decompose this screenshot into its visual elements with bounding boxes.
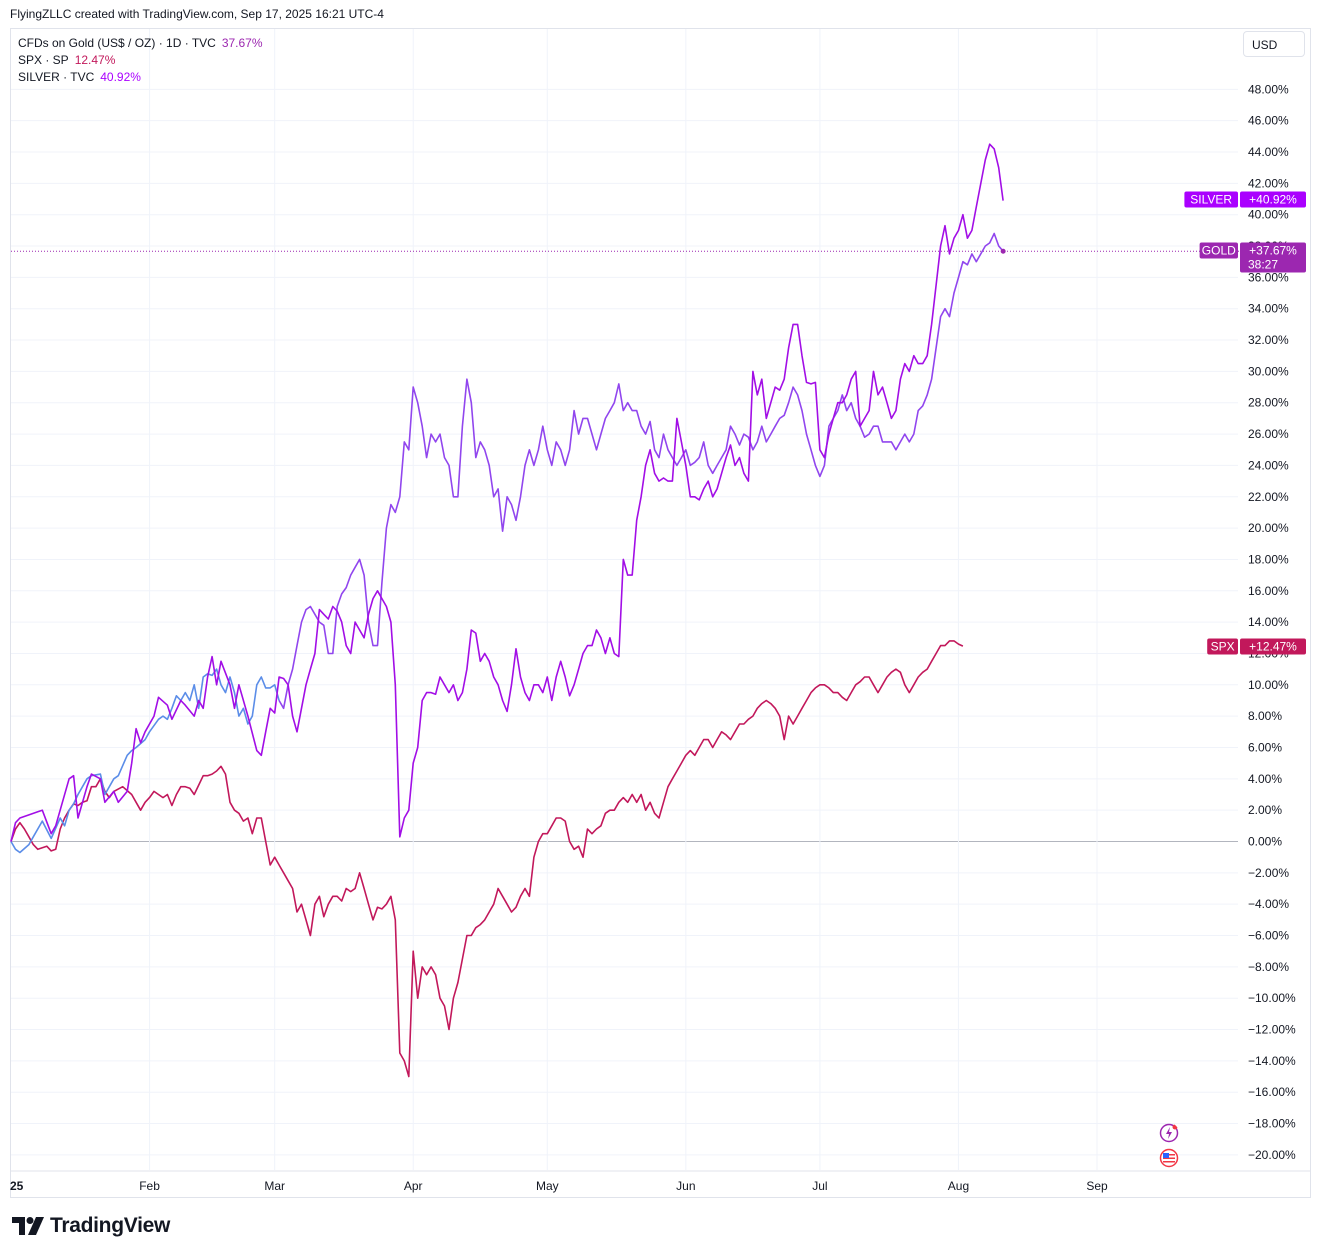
y-tick-label: 32.00% [1248,333,1289,347]
silver-price-tag[interactable]: SILVER +40.92% [1184,191,1306,208]
legend-silver[interactable]: SILVER · TVC 40.92% [18,69,263,86]
y-tick-label: 48.00% [1248,82,1289,96]
legend-spx[interactable]: SPX · SP 12.47% [18,52,263,69]
y-tick-label: 22.00% [1248,490,1289,504]
series-value-tag [1240,638,1306,655]
series-name-tag [1207,638,1238,655]
y-tick-label: −8.00% [1248,960,1289,974]
x-tick-label: Aug [948,1179,969,1193]
spx-price-tag[interactable]: SPX +12.47% [1207,638,1306,655]
series-value-tag-label: +37.67% [1249,244,1297,258]
lightning-event-icon[interactable] [1159,1123,1179,1143]
y-tick-label: −10.00% [1248,991,1296,1005]
y-tick-label: 36.00% [1248,270,1289,284]
y-tick-label: 42.00% [1248,176,1289,190]
brand-name: TradingView [50,1214,171,1237]
y-tick-label: −14.00% [1248,1054,1296,1068]
y-tick-label: 34.00% [1248,302,1289,316]
series-value-tag [1240,191,1306,208]
y-tick-label: 0.00% [1248,835,1282,849]
y-tick-label: 8.00% [1248,709,1282,723]
y-tick-label: 44.00% [1248,145,1289,159]
y-tick-label: −18.00% [1248,1117,1296,1131]
spx-line [10,640,964,1078]
x-tick-label: Jul [812,1179,827,1193]
series-name-tag-label: GOLD [1202,244,1236,258]
y-tick-label: 16.00% [1248,584,1289,598]
price-axis: 48.00%46.00%44.00%42.00%40.00%38.00%36.0… [1248,82,1296,1162]
gold-line-segment [10,668,280,854]
y-tick-label: −6.00% [1248,929,1289,943]
series-name-tag-label: SILVER [1190,193,1232,207]
y-tick-label: 14.00% [1248,615,1289,629]
series-lines [10,143,1240,1078]
legend-spx-label: SPX · SP [18,53,69,67]
chart-legend: CFDs on Gold (US$ / OZ) · 1D · TVC 37.67%… [18,35,263,86]
legend-gold-value: 37.67% [221,36,263,50]
chart-frame [10,28,1311,1198]
attribution-text: FlyingZLLC created with TradingView.com,… [10,7,384,21]
x-tick-label: Jun [676,1179,695,1193]
us-flag-event-icon[interactable] [1159,1148,1179,1168]
series-value-tag-label: +12.47% [1249,640,1297,654]
x-tick-label: 25 [10,1179,24,1193]
y-tick-label: 18.00% [1248,552,1289,566]
x-tick-label: Sep [1086,1179,1108,1193]
currency-button[interactable]: USD [1243,31,1305,57]
y-tick-label: 28.00% [1248,396,1289,410]
y-tick-label: 46.00% [1248,114,1289,128]
y-tick-label: −4.00% [1248,897,1289,911]
legend-gold[interactable]: CFDs on Gold (US$ / OZ) · 1D · TVC 37.67% [18,35,263,52]
y-tick-label: 2.00% [1248,803,1282,817]
gold-line-segment [278,232,1004,710]
series-tags: SILVER +40.92% GOLD +37.67%38:27 SPX +12.47% [1184,191,1306,655]
y-tick-label: 10.00% [1248,678,1289,692]
y-tick-label: −16.00% [1248,1085,1296,1099]
series-name-tag [1184,191,1238,208]
gold-price-tag[interactable]: GOLD +37.67%38:27 [1199,242,1306,273]
y-tick-label: −12.00% [1248,1023,1296,1037]
time-axis: 25 Feb Mar Apr May Jun Jul Aug Sep [10,1170,1311,1193]
legend-spx-value: 12.47% [74,53,116,67]
y-tick-label: 6.00% [1248,740,1282,754]
y-tick-label: 40.00% [1248,208,1289,222]
tradingview-brand[interactable]: TradingView [12,1214,170,1238]
grid-lines [11,29,1238,1170]
x-tick-label: May [536,1179,559,1193]
series-value-tag-label: +40.92% [1249,193,1297,207]
legend-gold-label: CFDs on Gold (US$ / OZ) · 1D · TVC [18,36,216,50]
y-tick-label: 20.00% [1248,521,1289,535]
series-countdown-label: 38:27 [1248,258,1278,272]
series-name-tag-label: SPX [1211,640,1235,654]
legend-silver-label: SILVER · TVC [18,70,95,84]
y-tick-label: 26.00% [1248,427,1289,441]
series-name-tag [1199,242,1238,259]
gold-last-point [1000,248,1006,254]
x-tick-label: Apr [404,1179,423,1193]
x-tick-label: Feb [139,1179,160,1193]
silver-line [10,143,1004,842]
x-tick-label: Mar [264,1179,285,1193]
y-tick-label: 24.00% [1248,458,1289,472]
y-tick-label: 4.00% [1248,772,1282,786]
tradingview-logo-icon [12,1217,44,1235]
y-tick-label: −2.00% [1248,866,1289,880]
series-value-tag [1240,242,1306,273]
y-tick-label: −20.00% [1248,1148,1296,1162]
y-tick-label: 30.00% [1248,364,1289,378]
legend-silver-value: 40.92% [100,70,141,84]
